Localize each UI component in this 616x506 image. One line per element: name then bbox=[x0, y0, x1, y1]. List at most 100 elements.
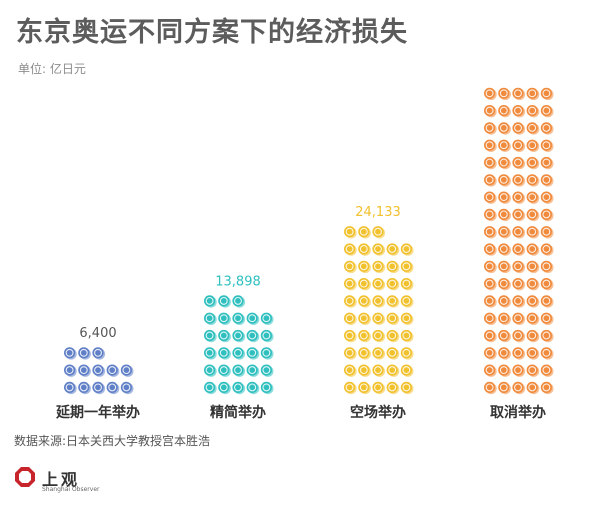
coin-icon bbox=[484, 191, 497, 204]
coin-icon bbox=[484, 260, 497, 274]
coin-icon bbox=[260, 329, 274, 343]
coin-icon bbox=[204, 295, 217, 308]
coin-icon bbox=[484, 364, 497, 377]
coin-icon bbox=[512, 122, 526, 135]
coin-icon bbox=[498, 139, 511, 152]
coin-icon bbox=[386, 381, 400, 395]
coin-icon bbox=[386, 278, 400, 291]
coin-icon bbox=[526, 243, 540, 256]
coin-icon bbox=[372, 278, 386, 291]
coin-icon bbox=[526, 191, 540, 204]
coin-icon bbox=[218, 347, 231, 360]
coin-icon bbox=[540, 87, 554, 101]
coin-icon bbox=[78, 347, 91, 360]
coin-icon bbox=[232, 312, 246, 325]
coin-icon bbox=[540, 295, 554, 308]
coin-icon bbox=[358, 329, 371, 343]
coin-icon bbox=[64, 381, 77, 395]
coin-icon bbox=[400, 260, 414, 274]
coin-icon bbox=[526, 208, 540, 222]
coin-icon bbox=[498, 174, 511, 187]
bar bbox=[64, 347, 134, 395]
coin-icon bbox=[512, 329, 526, 343]
coin-icon bbox=[372, 364, 386, 377]
coin-icon bbox=[344, 329, 357, 343]
coin-icon bbox=[92, 347, 106, 360]
coin-icon bbox=[386, 260, 400, 274]
coin-icon bbox=[78, 381, 91, 395]
coin-icon bbox=[484, 295, 497, 308]
coin-icon bbox=[498, 295, 511, 308]
coin-icon bbox=[512, 347, 526, 360]
coin-icon bbox=[344, 278, 357, 291]
coin-icon bbox=[526, 295, 540, 308]
coin-icon bbox=[484, 105, 497, 118]
coin-icon bbox=[400, 295, 414, 308]
bar bbox=[204, 295, 274, 395]
coin-icon bbox=[386, 364, 400, 377]
coin-icon bbox=[512, 208, 526, 222]
coin-icon bbox=[484, 156, 497, 170]
coin-icon bbox=[526, 174, 540, 187]
coin-icon bbox=[512, 174, 526, 187]
coin-icon bbox=[540, 381, 554, 395]
data-label: 45,000 bbox=[495, 80, 541, 82]
coin-icon bbox=[512, 226, 526, 239]
coin-icon bbox=[92, 381, 106, 395]
coin-icon bbox=[358, 278, 371, 291]
coin-icon bbox=[498, 329, 511, 343]
coin-icon bbox=[484, 243, 497, 256]
coin-icon bbox=[498, 105, 511, 118]
coin-icon bbox=[484, 122, 497, 135]
coin-icon bbox=[498, 381, 511, 395]
coin-icon bbox=[344, 347, 357, 360]
coin-icon bbox=[526, 329, 540, 343]
bar bbox=[484, 87, 554, 395]
logo-name: 上观 bbox=[42, 470, 81, 489]
coin-icon bbox=[526, 226, 540, 239]
coin-icon bbox=[260, 381, 274, 395]
coin-icon bbox=[512, 139, 526, 152]
coin-icon bbox=[498, 260, 511, 274]
source-note: 数据来源:日本关西大学教授宫本胜浩 bbox=[14, 434, 211, 448]
coin-icon bbox=[512, 105, 526, 118]
coin-icon bbox=[358, 347, 371, 360]
coin-icon bbox=[540, 278, 554, 291]
coin-icon bbox=[106, 381, 120, 395]
coin-icon bbox=[372, 381, 386, 395]
coin-icon bbox=[260, 347, 274, 360]
coin-icon bbox=[372, 329, 386, 343]
coin-icon bbox=[512, 381, 526, 395]
coin-icon bbox=[540, 260, 554, 274]
coin-icon bbox=[512, 278, 526, 291]
coin-icon bbox=[540, 174, 554, 187]
coin-icon bbox=[498, 156, 511, 170]
coin-icon bbox=[400, 243, 414, 256]
coin-icon bbox=[498, 226, 511, 239]
coin-icon bbox=[246, 364, 260, 377]
coin-icon bbox=[400, 381, 414, 395]
coin-icon bbox=[498, 243, 511, 256]
coin-icon bbox=[526, 122, 540, 135]
coin-icon bbox=[540, 122, 554, 135]
coin-icon bbox=[232, 381, 246, 395]
coin-icon bbox=[204, 381, 217, 395]
coin-icon bbox=[372, 260, 386, 274]
logo-subtitle: Shanghai Observer bbox=[42, 486, 100, 493]
coin-icon bbox=[120, 364, 134, 377]
coin-icon bbox=[540, 208, 554, 222]
coin-icon bbox=[498, 312, 511, 325]
coin-icon bbox=[232, 329, 246, 343]
coin-icon bbox=[218, 329, 231, 343]
coin-icon bbox=[498, 347, 511, 360]
coin-icon bbox=[540, 329, 554, 343]
coin-icon bbox=[344, 243, 357, 256]
chart-title: 东京奥运不同方案下的经济损失 bbox=[16, 17, 408, 48]
coin-icon bbox=[484, 174, 497, 187]
coin-icon bbox=[512, 295, 526, 308]
publisher-logo: 上观 Shanghai Observer bbox=[14, 464, 124, 500]
coin-icon bbox=[386, 347, 400, 360]
coin-icon bbox=[344, 312, 357, 325]
coin-icon bbox=[400, 347, 414, 360]
coin-icon bbox=[386, 243, 400, 256]
